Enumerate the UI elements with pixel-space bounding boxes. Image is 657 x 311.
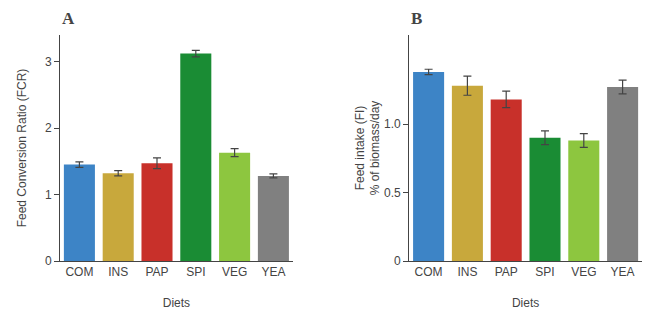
svg-text:Diets: Diets (163, 296, 190, 310)
svg-text:0.5: 0.5 (384, 186, 401, 200)
svg-text:Diets: Diets (512, 296, 539, 310)
svg-text:COM: COM (415, 265, 443, 279)
svg-text:3: 3 (45, 55, 52, 69)
svg-text:YEA: YEA (261, 265, 285, 279)
svg-text:1: 1 (45, 188, 52, 202)
svg-text:INS: INS (108, 265, 128, 279)
svg-text:B: B (411, 9, 422, 28)
svg-text:PAP: PAP (145, 265, 168, 279)
svg-text:A: A (62, 9, 75, 28)
svg-text:INS: INS (457, 265, 477, 279)
svg-text:COM: COM (65, 265, 93, 279)
svg-text:SPI: SPI (186, 265, 205, 279)
svg-text:VEG: VEG (222, 265, 247, 279)
svg-text:Feed Conversion Ratio (FCR): Feed Conversion Ratio (FCR) (15, 69, 29, 228)
svg-text:PAP: PAP (495, 265, 518, 279)
svg-text:0: 0 (394, 254, 401, 268)
svg-text:2: 2 (45, 121, 52, 135)
svg-text:YEA: YEA (611, 265, 635, 279)
svg-text:SPI: SPI (535, 265, 554, 279)
svg-text:1.0: 1.0 (384, 117, 401, 131)
svg-text:0: 0 (45, 254, 52, 268)
svg-text:VEG: VEG (571, 265, 596, 279)
svg-text:Feed intake (FI)% of biomass/d: Feed intake (FI)% of biomass/day (353, 101, 383, 196)
